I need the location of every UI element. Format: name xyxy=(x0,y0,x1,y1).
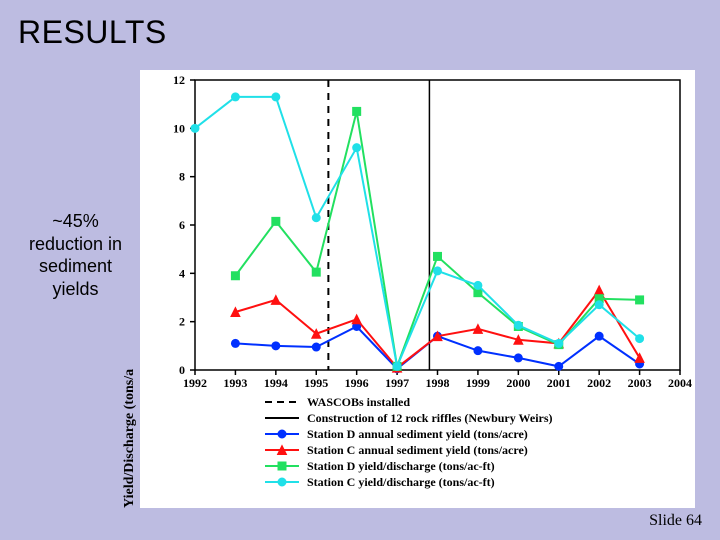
legend-label: Station D annual sediment yield (tons/ac… xyxy=(307,427,528,441)
legend-label: Station C yield/discharge (tons/ac-ft) xyxy=(307,475,495,489)
plot-frame xyxy=(195,80,680,370)
x-tick-label: 2001 xyxy=(547,376,571,390)
x-tick-label: 2000 xyxy=(506,376,530,390)
x-tick-label: 1995 xyxy=(304,376,328,390)
slide: RESULTS ~45% reduction in sediment yield… xyxy=(0,0,720,540)
y-tick-label: 0 xyxy=(179,363,185,377)
y-tick-label: 2 xyxy=(179,315,185,329)
page-title: RESULTS xyxy=(18,14,167,51)
x-tick-label: 1992 xyxy=(183,376,207,390)
x-tick-label: 1999 xyxy=(466,376,490,390)
y-tick-label: 10 xyxy=(173,121,185,135)
series-station_c_sed_yield xyxy=(235,290,639,367)
x-tick-label: 1997 xyxy=(385,376,409,390)
y-tick-label: 4 xyxy=(179,266,185,280)
slide-number: Slide 64 xyxy=(649,512,702,530)
y-tick-label: 6 xyxy=(179,218,185,232)
annotation-text: ~45% reduction in sediment yields xyxy=(18,210,133,300)
y-tick-label: 8 xyxy=(179,170,185,184)
legend-label: WASCOBs installed xyxy=(307,395,410,409)
legend-label: Construction of 12 rock riffles (Newbury… xyxy=(307,411,553,425)
x-tick-label: 1996 xyxy=(345,376,369,390)
chart-svg: 0 2 4 6 8 10 12 1992 1993 1994 1995 1996 1997 1998 199… xyxy=(140,70,695,508)
x-tick-label: 1994 xyxy=(264,376,288,390)
y-tick-label: 12 xyxy=(173,73,185,87)
chart-container: Yield/Discharge (tons/a 0246810121992199… xyxy=(140,70,695,508)
legend-label: Station D yield/discharge (tons/ac-ft) xyxy=(307,459,495,473)
series-station_d_yield_discharge xyxy=(235,111,639,366)
y-axis-label: Yield/Discharge (tons/a xyxy=(122,369,138,508)
x-tick-label: 2004 xyxy=(668,376,692,390)
x-tick-label: 2003 xyxy=(628,376,652,390)
x-tick-label: 2002 xyxy=(587,376,611,390)
legend-label: Station C annual sediment yield (tons/ac… xyxy=(307,443,528,457)
x-tick-label: 1993 xyxy=(223,376,247,390)
x-tick-label: 1998 xyxy=(426,376,450,390)
